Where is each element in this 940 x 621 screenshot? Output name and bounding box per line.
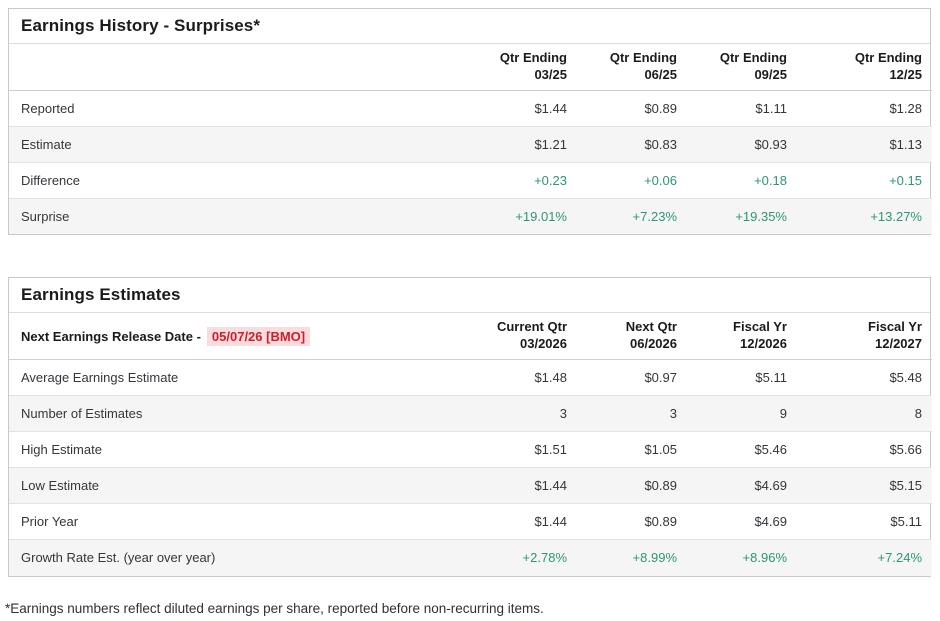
cell-value: $0.89 <box>644 514 677 530</box>
column-header: Fiscal Yr 12/2026 <box>687 313 797 361</box>
cell-value: +0.18 <box>754 172 787 188</box>
column-header: Fiscal Yr 12/2027 <box>797 313 932 361</box>
cell-value: 3 <box>559 406 567 422</box>
blank-header-cell <box>9 44 467 91</box>
cell-value: $1.13 <box>889 136 922 152</box>
cell-value: $0.89 <box>644 478 677 494</box>
cell-value: +0.15 <box>889 172 922 188</box>
cell-value: $1.44 <box>534 478 567 494</box>
row-label: Number of Estimates <box>21 406 143 422</box>
table-row: Reported $1.44 $0.89 $1.11 $1.28 <box>9 90 932 126</box>
cell-value: $0.83 <box>644 136 677 152</box>
cell-value: $0.97 <box>644 370 677 386</box>
cell-value: $1.51 <box>534 442 567 458</box>
cell-value: $1.44 <box>534 100 567 116</box>
column-header: Next Qtr 06/2026 <box>577 313 687 361</box>
cell-value: $0.93 <box>754 136 787 152</box>
cell-value: $5.11 <box>755 370 787 386</box>
row-label: High Estimate <box>21 442 102 458</box>
earnings-estimates-title: Earnings Estimates <box>9 278 930 314</box>
cell-value: $1.05 <box>644 442 677 458</box>
release-date-value: 05/07/26 [BMO] <box>206 326 311 346</box>
earnings-history-title: Earnings History - Surprises* <box>9 9 930 44</box>
release-date-cell: Next Earnings Release Date - 05/07/26 [BM… <box>9 313 467 361</box>
cell-value: $5.15 <box>889 478 922 494</box>
cell-value: 9 <box>779 406 787 422</box>
column-header: Qtr Ending 09/25 <box>687 44 797 91</box>
cell-value: $1.21 <box>534 136 567 152</box>
table-row: High Estimate $1.51 $1.05 $5.46 $5.66 <box>9 431 932 468</box>
earnings-history-table: Qtr Ending 03/25 Qtr Ending 06/25 Qtr Ending… <box>9 44 932 235</box>
cell-value: +0.23 <box>534 172 567 188</box>
cell-value: $4.69 <box>754 514 787 530</box>
table-row: Average Earnings Estimate $1.48 $0.97 $5.11… <box>9 360 932 396</box>
row-label: Estimate <box>21 136 72 152</box>
row-label: Prior Year <box>21 514 79 530</box>
cell-value: $1.28 <box>889 100 922 116</box>
table-row: Estimate $1.21 $0.83 $0.93 $1.13 <box>9 126 932 163</box>
table-row: Difference +0.23 +0.06 +0.18 +0.15 <box>9 162 932 198</box>
header-row: Qtr Ending 03/25 Qtr Ending 06/25 Qtr Ending… <box>9 44 932 91</box>
column-header: Qtr Ending 03/25 <box>467 44 577 91</box>
cell-value: $0.89 <box>644 100 677 116</box>
cell-value: +7.24% <box>877 550 922 566</box>
row-label: Surprise <box>21 209 70 225</box>
table-row: Number of Estimates 3 3 9 8 <box>9 395 932 432</box>
cell-value: $4.69 <box>754 478 787 494</box>
earnings-history-panel: Earnings History - Surprises* Qtr Ending… <box>8 8 932 236</box>
cell-value: +8.96% <box>742 550 787 566</box>
cell-value: 8 <box>914 406 922 422</box>
cell-value: $5.11 <box>890 514 922 530</box>
cell-value: $1.48 <box>534 370 567 386</box>
earnings-footnote: *Earnings numbers reflect diluted earnin… <box>5 600 544 616</box>
row-label: Average Earnings Estimate <box>21 370 179 386</box>
cell-value: +13.27% <box>870 209 922 225</box>
table-row: Surprise +19.01% +7.23% +19.35% +13.27% <box>9 198 932 235</box>
table-row: Growth Rate Est. (year over year) +2.78% +… <box>9 539 932 576</box>
cell-value: +7.23% <box>632 209 677 225</box>
earnings-estimates-panel: Earnings Estimates Next Earnings Release… <box>8 277 932 577</box>
cell-value: $5.66 <box>889 442 922 458</box>
row-label: Reported <box>21 100 75 116</box>
cell-value: 3 <box>669 406 677 422</box>
column-header: Current Qtr 03/2026 <box>467 313 577 361</box>
cell-value: +19.01% <box>515 209 567 225</box>
release-date-label: Next Earnings Release Date - <box>21 328 201 344</box>
cell-value: $5.48 <box>889 370 922 386</box>
cell-value: +19.35% <box>735 209 787 225</box>
row-label: Difference <box>21 172 81 188</box>
table-row: Prior Year $1.44 $0.89 $4.69 $5.11 <box>9 503 932 540</box>
header-row: Next Earnings Release Date - 05/07/26 [BM… <box>9 313 932 361</box>
cell-value: +2.78% <box>522 550 567 566</box>
earnings-estimates-table: Next Earnings Release Date - 05/07/26 [BM… <box>9 313 932 576</box>
row-label: Low Estimate <box>21 478 100 494</box>
column-header: Qtr Ending 12/25 <box>797 44 932 91</box>
cell-value: $1.44 <box>534 514 567 530</box>
table-row: Low Estimate $1.44 $0.89 $4.69 $5.15 <box>9 467 932 504</box>
cell-value: $1.11 <box>755 100 787 116</box>
cell-value: $5.46 <box>754 442 787 458</box>
cell-value: +0.06 <box>644 172 677 188</box>
cell-value: +8.99% <box>632 550 677 566</box>
row-label: Growth Rate Est. (year over year) <box>21 550 216 566</box>
column-header: Qtr Ending 06/25 <box>577 44 687 91</box>
